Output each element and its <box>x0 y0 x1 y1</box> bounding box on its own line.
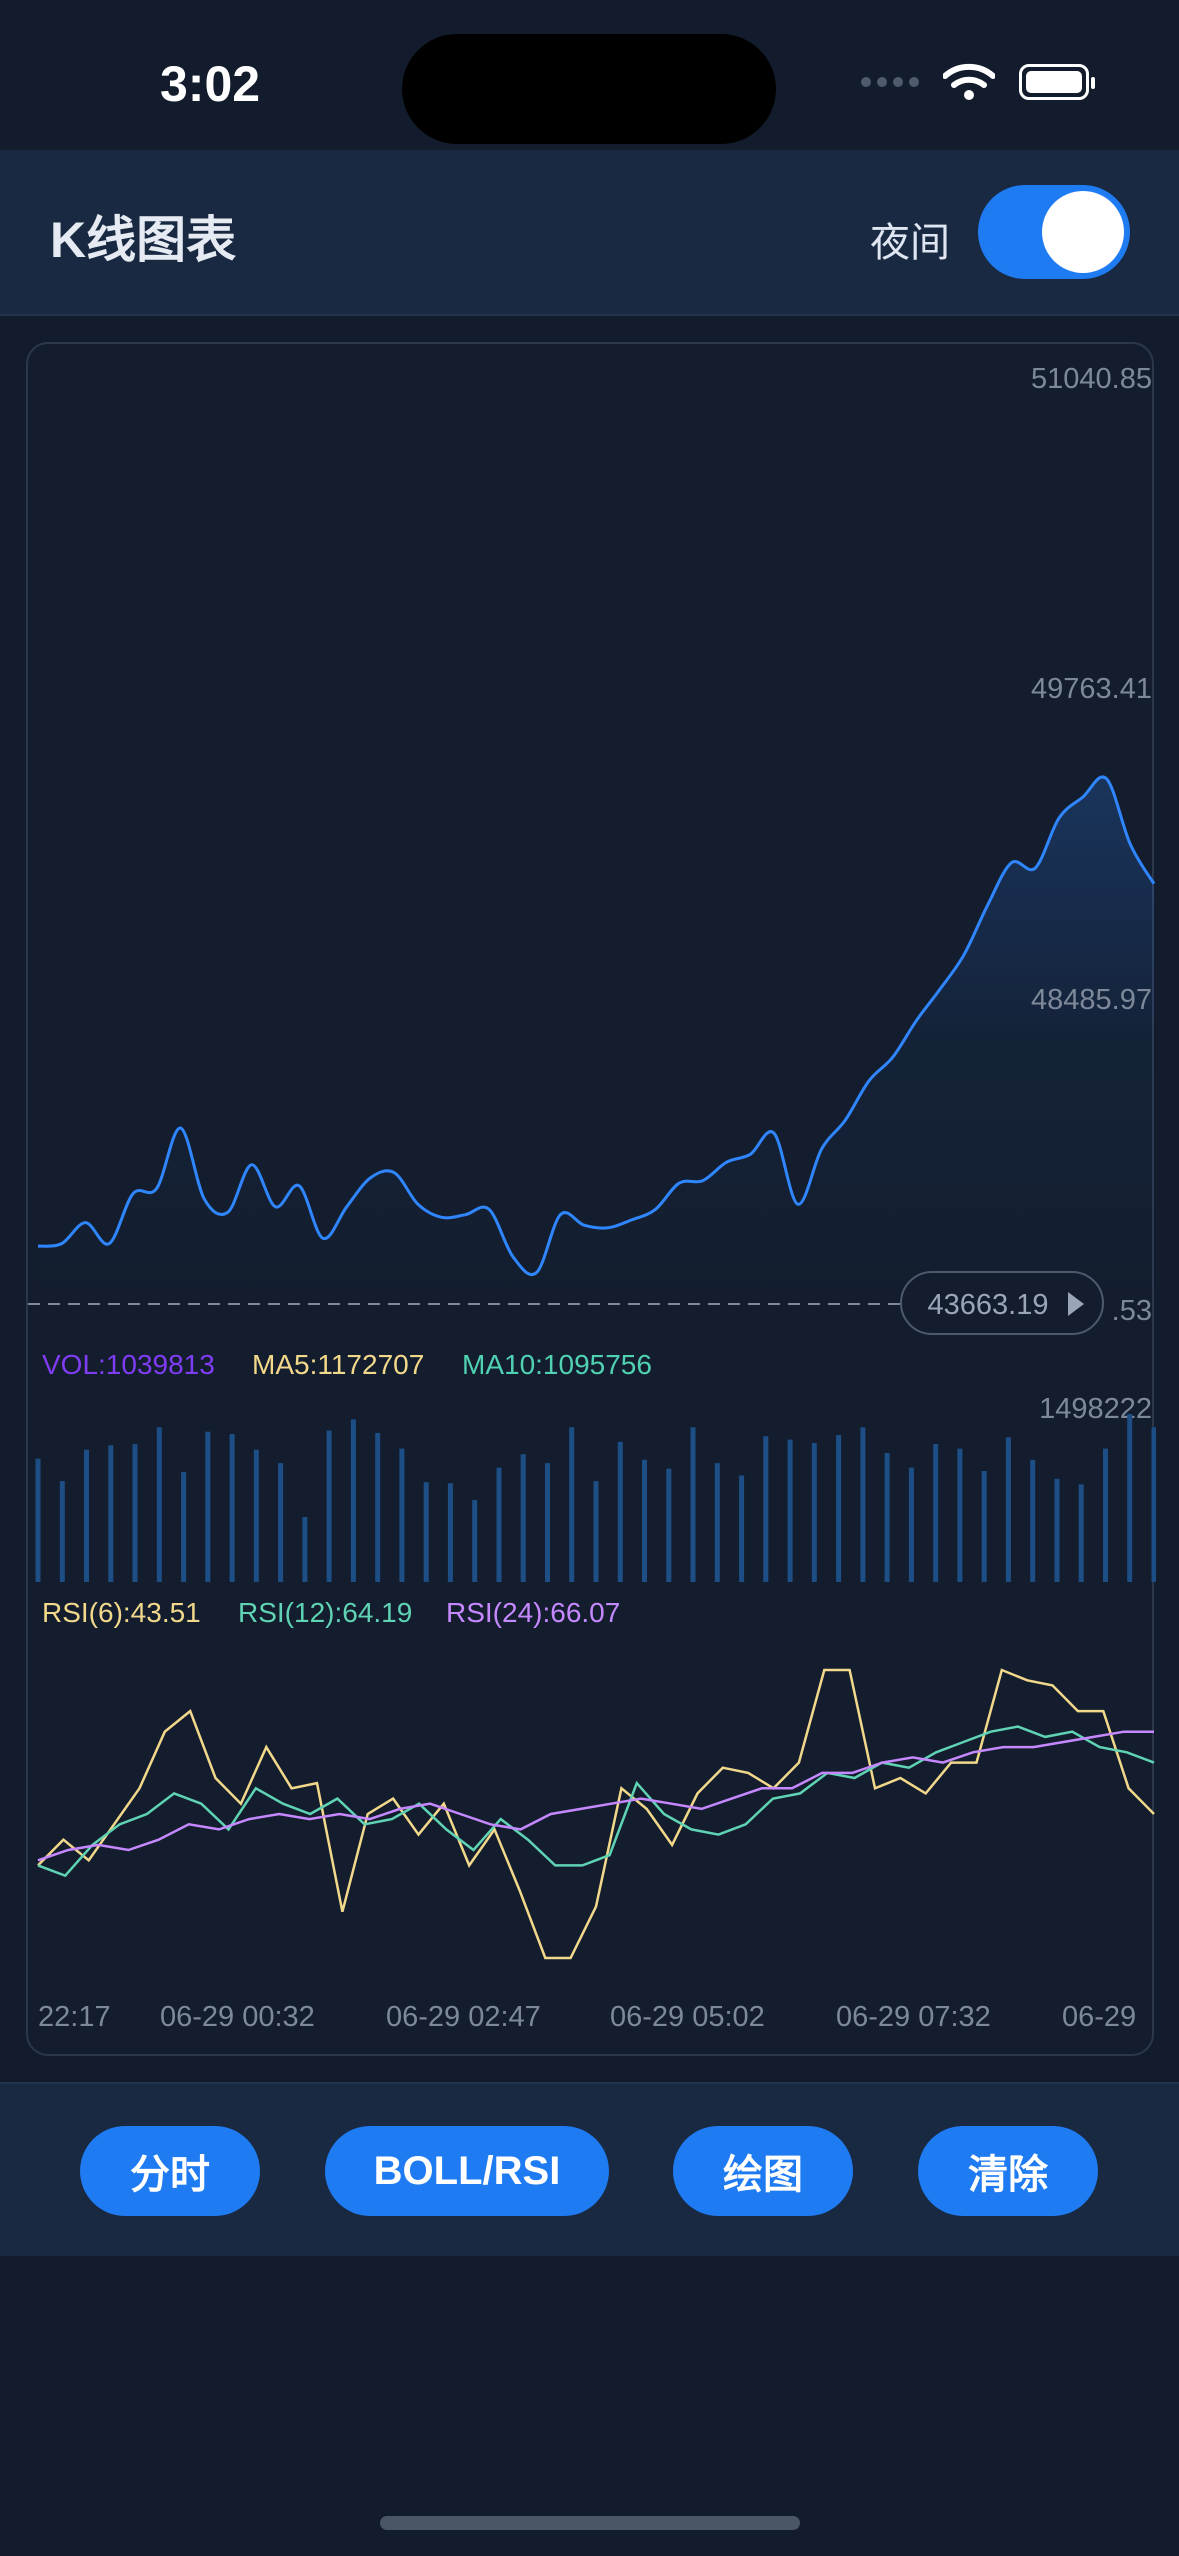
volume-bar <box>302 1517 308 1582</box>
volume-bar <box>763 1436 769 1582</box>
volume-bar <box>1078 1484 1084 1582</box>
volume-bar <box>593 1481 599 1582</box>
status-icons <box>861 62 1095 102</box>
price-axis-label: 48485.97 <box>1031 984 1152 1016</box>
kline-chart[interactable]: 51040.85 49763.41 48485.97 .53 43663.19 … <box>28 344 1156 2058</box>
volume-bar <box>1005 1437 1011 1582</box>
draw-button[interactable]: 绘图 <box>673 2126 853 2216</box>
time-axis-label: 06-29 <box>1062 2001 1136 2033</box>
price-line <box>37 775 1156 1276</box>
rsi12-line <box>37 1725 1155 1878</box>
volume-bar <box>496 1467 502 1582</box>
cellular-signal-icon <box>861 77 919 87</box>
time-axis-label: 06-29 07:32 <box>836 2001 991 2033</box>
toggle-knob <box>1042 191 1124 273</box>
volume-bar <box>617 1441 623 1582</box>
vol-max-label: 1498222 <box>1039 1393 1152 1425</box>
volume-bar <box>253 1449 259 1582</box>
volume-bar <box>811 1443 817 1582</box>
clear-button[interactable]: 清除 <box>918 2126 1098 2216</box>
volume-bar <box>690 1427 696 1582</box>
volume-bar <box>545 1463 550 1582</box>
volume-bar <box>1127 1414 1133 1582</box>
volume-bar <box>714 1463 720 1582</box>
volume-bar <box>399 1448 405 1582</box>
page-title: K线图表 <box>50 212 237 268</box>
volume-bar <box>59 1481 65 1582</box>
volume-bar <box>666 1468 672 1582</box>
volume-bar <box>229 1434 235 1582</box>
volume-bar <box>35 1458 41 1582</box>
dynamic-island <box>402 34 776 144</box>
volume-bar <box>181 1472 187 1582</box>
volume-bar <box>375 1432 381 1582</box>
volume-bar <box>423 1482 429 1582</box>
wifi-icon <box>943 63 995 100</box>
night-mode-label: 夜间 <box>870 221 950 265</box>
price-area <box>38 776 1154 1304</box>
bottom-toolbar: 分时 BOLL/RSI 绘图 清除 <box>0 2082 1179 2256</box>
volume-bar <box>957 1448 963 1582</box>
status-bar: 3:02 <box>0 0 1179 150</box>
volume-bar <box>132 1444 138 1582</box>
volume-bar <box>884 1453 890 1582</box>
volume-bar <box>472 1500 478 1582</box>
price-axis-label: 51040.85 <box>1031 363 1152 395</box>
play-arrow-icon <box>1068 1292 1084 1316</box>
price-axis-label: 49763.41 <box>1031 673 1152 705</box>
rsi24-line <box>37 1730 1154 1862</box>
kline-chart-card[interactable]: 51040.85 49763.41 48485.97 .53 43663.19 … <box>26 342 1156 2058</box>
rsi6-line <box>37 1668 1155 1960</box>
time-axis-label: 22:17 <box>38 2001 111 2033</box>
volume-bar <box>447 1483 453 1582</box>
volume-bar <box>860 1427 866 1582</box>
volume-bar <box>1103 1448 1108 1582</box>
volume-bar <box>569 1427 575 1582</box>
volume-bar <box>84 1449 89 1582</box>
volume-bar <box>908 1467 914 1582</box>
volume-bar <box>1030 1459 1036 1582</box>
volume-bar <box>278 1463 284 1582</box>
rsi-legend-24: RSI(24):66.07 <box>446 1597 620 1628</box>
volume-bar <box>1054 1478 1060 1582</box>
volume-bar <box>1151 1427 1156 1582</box>
app-header: K线图表 夜间 <box>0 150 1179 316</box>
time-axis-label: 06-29 00:32 <box>160 2001 315 2033</box>
vol-legend-vol: VOL:1039813 <box>42 1349 215 1380</box>
volume-bar <box>326 1430 332 1582</box>
rsi-legend-12: RSI(12):64.19 <box>238 1597 412 1628</box>
current-price-value: 43663.19 <box>928 1289 1049 1321</box>
rsi-legend-6: RSI(6):43.51 <box>42 1597 201 1628</box>
volume-bar <box>108 1445 114 1582</box>
vol-legend-ma5: MA5:1172707 <box>252 1349 424 1380</box>
volume-bar <box>836 1435 842 1582</box>
volume-bar <box>933 1444 939 1582</box>
volume-bar <box>787 1439 793 1582</box>
battery-icon <box>1019 64 1095 100</box>
status-time: 3:02 <box>160 56 261 112</box>
boll-rsi-button[interactable]: BOLL/RSI <box>325 2126 609 2216</box>
price-axis-label: .53 <box>1112 1295 1152 1327</box>
night-mode-toggle[interactable] <box>978 185 1130 279</box>
time-axis-label: 06-29 02:47 <box>386 2001 541 2033</box>
time-axis-label: 06-29 05:02 <box>610 2001 765 2033</box>
home-indicator <box>380 2516 800 2530</box>
volume-bar <box>642 1459 647 1582</box>
volume-bar <box>350 1419 356 1582</box>
volume-bar <box>739 1475 745 1582</box>
volume-bar <box>156 1427 162 1582</box>
volume-bar <box>981 1471 987 1582</box>
volume-bar <box>520 1454 526 1582</box>
time-share-button[interactable]: 分时 <box>80 2126 260 2216</box>
current-price-tag[interactable]: 43663.19 <box>900 1271 1104 1335</box>
vol-legend-ma10: MA10:1095756 <box>462 1349 652 1380</box>
volume-bar <box>205 1431 211 1582</box>
